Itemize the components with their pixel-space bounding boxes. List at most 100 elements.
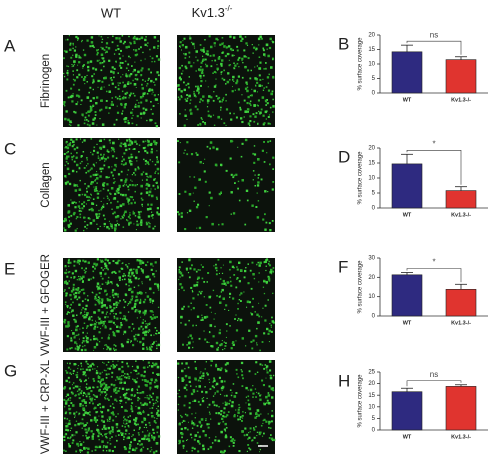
platelet — [254, 185, 256, 187]
platelet — [205, 216, 208, 219]
platelet — [103, 426, 105, 429]
platelet — [157, 435, 161, 438]
platelet — [79, 179, 81, 182]
platelet — [181, 64, 183, 67]
platelet — [144, 379, 147, 382]
platelet — [118, 270, 121, 273]
platelet — [108, 399, 110, 401]
platelet — [115, 415, 117, 418]
platelet — [129, 415, 131, 417]
platelet — [130, 92, 133, 95]
platelet — [93, 327, 96, 330]
platelet — [233, 415, 236, 418]
platelet — [245, 267, 247, 269]
platelet — [151, 160, 154, 163]
platelet — [123, 152, 126, 155]
platelet — [146, 346, 148, 349]
platelet — [232, 79, 234, 81]
platelet — [131, 295, 134, 298]
platelet — [124, 316, 126, 318]
platelet — [116, 439, 118, 442]
platelet — [193, 90, 195, 93]
platelet — [133, 335, 136, 338]
platelet — [133, 305, 136, 308]
platelet — [112, 174, 114, 177]
platelet — [86, 157, 88, 159]
platelet — [149, 348, 152, 351]
platelet — [133, 438, 137, 441]
platelet — [179, 396, 181, 398]
platelet — [195, 95, 197, 98]
platelet — [123, 183, 125, 185]
platelet — [233, 67, 236, 70]
platelet — [84, 183, 86, 185]
platelet — [142, 360, 144, 362]
platelet — [220, 191, 222, 193]
platelet — [113, 315, 116, 318]
platelet — [155, 125, 158, 128]
column-header: Kv1.3-/- — [192, 4, 233, 20]
platelet — [82, 327, 84, 329]
platelet — [183, 289, 185, 292]
platelet — [149, 407, 151, 409]
platelet — [109, 304, 111, 307]
platelet — [127, 156, 131, 159]
platelet — [209, 141, 213, 144]
platelet — [117, 377, 120, 381]
platelet — [262, 422, 264, 424]
platelet — [224, 401, 227, 403]
platelet — [96, 171, 98, 173]
platelet — [73, 363, 76, 366]
platelet — [244, 87, 248, 90]
platelet — [76, 442, 79, 446]
platelet — [214, 163, 218, 167]
platelet — [197, 87, 200, 90]
platelet — [99, 109, 102, 112]
platelet — [150, 150, 153, 154]
platelet — [93, 322, 97, 326]
platelet — [267, 394, 271, 397]
platelet — [129, 287, 132, 290]
platelet — [79, 162, 82, 165]
platelet — [114, 335, 116, 337]
platelet — [266, 402, 268, 404]
platelet — [231, 50, 233, 52]
platelet — [142, 311, 145, 314]
platelet — [238, 66, 240, 68]
platelet — [81, 280, 84, 283]
platelet — [178, 88, 181, 91]
platelet — [125, 388, 128, 391]
platelet — [117, 206, 120, 209]
platelet — [128, 148, 131, 150]
platelet — [97, 296, 100, 298]
platelet — [180, 272, 183, 275]
platelet — [232, 441, 235, 444]
platelet — [150, 349, 153, 351]
platelet — [145, 292, 147, 294]
platelet — [86, 337, 89, 340]
platelet — [96, 196, 100, 199]
platelet — [136, 291, 140, 295]
platelet — [254, 311, 256, 313]
platelet — [91, 122, 95, 125]
platelet — [89, 323, 93, 327]
platelet — [107, 176, 109, 179]
platelet — [245, 402, 247, 404]
platelet — [156, 385, 159, 388]
platelet — [78, 412, 81, 415]
platelet — [179, 423, 181, 426]
platelet — [117, 191, 120, 194]
platelet — [198, 337, 201, 340]
column-header-sup: -/- — [225, 4, 233, 13]
platelet — [128, 301, 132, 304]
platelet — [272, 98, 274, 101]
platelet — [142, 300, 146, 304]
platelet — [154, 362, 158, 366]
platelet — [140, 221, 143, 224]
platelet — [77, 205, 81, 208]
platelet — [133, 94, 136, 97]
platelet — [249, 115, 252, 118]
platelet — [128, 55, 130, 58]
platelet — [183, 386, 187, 390]
platelet — [215, 263, 217, 266]
